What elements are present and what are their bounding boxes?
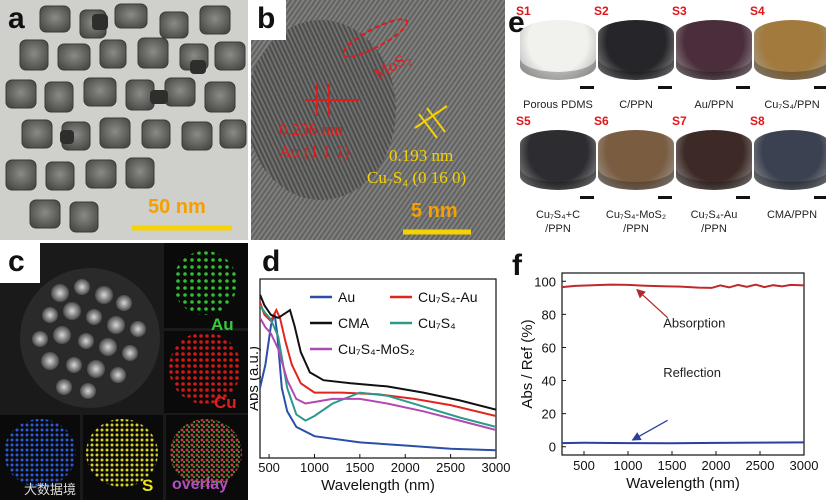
legend-label: Au <box>338 289 355 305</box>
au-spacing-label: 0.236 nm <box>279 120 344 139</box>
x-axis-title: Wavelength (nm) <box>626 475 740 492</box>
y-axis-title: Abs (a.u.) <box>250 346 262 411</box>
sample-photo-s2 <box>598 20 674 80</box>
sample-scale-bar <box>814 196 826 199</box>
sample-id-s3: S3 <box>672 4 687 18</box>
sample-scale-bar <box>658 196 672 199</box>
absorption-arrow <box>636 288 669 319</box>
y-tick-label: 40 <box>542 374 556 389</box>
panel-d: 500 1000 1500 2000 2500 3000 Wavelength (nm) Ab… <box>250 243 510 500</box>
panel-c: c Au Cu S overlay 大数据境 <box>0 243 248 500</box>
sample-id-s7: S7 <box>672 114 687 128</box>
plot-frame <box>561 272 805 456</box>
cu7s4-plane-label: Cu₇S₄ (0 16 0) <box>367 168 467 187</box>
y-tick-label: 60 <box>542 340 556 355</box>
panel-b: b MoS₂ 0.236 nm Au (1 1 1) 0.193 nm Cu₇S… <box>251 0 505 240</box>
series-line-cma <box>260 294 496 411</box>
x-tick-label: 1000 <box>614 458 643 473</box>
sample-id-s8: S8 <box>750 114 765 128</box>
sample-photo-s8 <box>754 130 826 190</box>
sample-name-s6: Cu₇S₄-MoS₂ /PPN <box>605 209 667 235</box>
eds-map-label-s: S <box>142 476 154 495</box>
sample-scale-bar <box>736 196 750 199</box>
eds-map-label-au: Au <box>211 315 234 334</box>
cu7s4-spacing-label: 0.193 nm <box>389 146 454 165</box>
scale-bar-label-a: 50 nm <box>148 196 206 218</box>
series-line-reflection <box>561 441 805 445</box>
x-tick-label: 3000 <box>790 458 819 473</box>
x-tick-label: 500 <box>258 460 280 475</box>
x-tick-label: 2500 <box>746 458 775 473</box>
absorbance-chart: 500 1000 1500 2000 2500 3000 Wavelength (nm) Ab… <box>250 278 510 494</box>
x-tick-label: 2000 <box>391 460 420 475</box>
panel-label-a: a <box>8 2 25 35</box>
panel-label-d: d <box>262 245 281 278</box>
x-tick-label: 2500 <box>436 460 465 475</box>
y-tick-label: 100 <box>534 274 556 289</box>
plot-frame <box>259 278 497 459</box>
panel-f: 500 1000 1500 2000 2500 3000 0 20 40 60 80 100 Wavel… <box>512 243 826 500</box>
sample-id-s4: S4 <box>750 4 765 18</box>
y-tick-label: 20 <box>542 407 556 422</box>
panel-e: e S1 Porous PDMS S2 C/PPN S3 Au/PPN S4 Cu₇S₄/PP… <box>508 0 826 245</box>
sample-scale-bar <box>580 86 594 89</box>
sample-name-s4: Cu₇S₄/PPN <box>764 99 820 111</box>
absorption-annotation: Absorption <box>663 316 725 331</box>
sample-name-s2: C/PPN <box>619 99 653 111</box>
hrtem-image-b <box>251 0 505 240</box>
sample-photo-s5 <box>520 130 596 190</box>
sample-name-s5: Cu₇S₄+C /PPN <box>535 209 581 235</box>
eds-map-label-overlay: overlay <box>172 476 229 493</box>
series-line-absorption <box>561 283 805 289</box>
panel-label-c: c <box>8 245 25 278</box>
legend-label: Cu₇S₄-Au <box>418 289 478 305</box>
sample-id-s2: S2 <box>594 4 609 18</box>
series-line-au <box>260 312 496 452</box>
au-plane-label: Au (1 1 1) <box>279 142 350 161</box>
sample-name-s3: Au/PPN <box>694 99 734 111</box>
x-tick-label: 500 <box>573 458 595 473</box>
panel-label-b: b <box>257 2 276 35</box>
y-tick-label: 0 <box>549 440 556 455</box>
reflection-arrow <box>631 419 668 441</box>
x-tick-label: 2000 <box>702 458 731 473</box>
series-line-cu-s-mos- <box>260 317 496 431</box>
panel-a: a 50 nm <box>0 0 248 240</box>
sample-id-s5: S5 <box>516 114 531 128</box>
sample-photo-s7 <box>676 130 752 190</box>
abs-ref-chart: 500 1000 1500 2000 2500 3000 0 20 40 60 80 100 Wavel… <box>519 272 819 492</box>
reflection-annotation: Reflection <box>663 365 721 380</box>
eds-map-label-cu: Cu <box>214 393 237 412</box>
x-tick-label: 1500 <box>658 458 687 473</box>
sample-id-s1: S1 <box>516 4 531 18</box>
legend-label: Cu₇S₄-MoS₂ <box>338 341 415 357</box>
y-axis-title: Abs / Ref (%) <box>519 319 536 408</box>
watermark: 大数据境 <box>24 482 77 497</box>
sample-name-s7: Cu₇S₄-Au /PPN <box>690 209 738 235</box>
sample-photo-s3 <box>676 20 752 80</box>
sample-photo-s1 <box>520 20 596 80</box>
sample-scale-bar <box>658 86 672 89</box>
sample-id-s6: S6 <box>594 114 609 128</box>
panel-label-f: f <box>512 249 522 282</box>
sample-name-s8: CMA/PPN <box>766 209 818 221</box>
sample-scale-bar <box>814 86 826 89</box>
sample-scale-bar <box>736 86 750 89</box>
sample-photo-s6 <box>598 130 674 190</box>
x-tick-label: 1000 <box>300 460 329 475</box>
x-tick-label: 1500 <box>345 460 374 475</box>
eds-haadf-image <box>0 243 248 500</box>
x-tick-label: 3000 <box>482 460 510 475</box>
y-tick-label: 80 <box>542 307 556 322</box>
series-line-cu-s- <box>260 304 496 428</box>
x-axis-title: Wavelength (nm) <box>321 477 435 494</box>
sample-scale-bar <box>580 196 594 199</box>
legend-label: Cu₇S₄ <box>418 315 456 331</box>
tem-image-a <box>0 0 248 240</box>
scale-bar-label-b: 5 nm <box>411 200 458 222</box>
legend-label: CMA <box>338 315 370 331</box>
sample-photo-s4 <box>754 20 826 80</box>
sample-name-s1: Porous PDMS <box>523 99 593 111</box>
